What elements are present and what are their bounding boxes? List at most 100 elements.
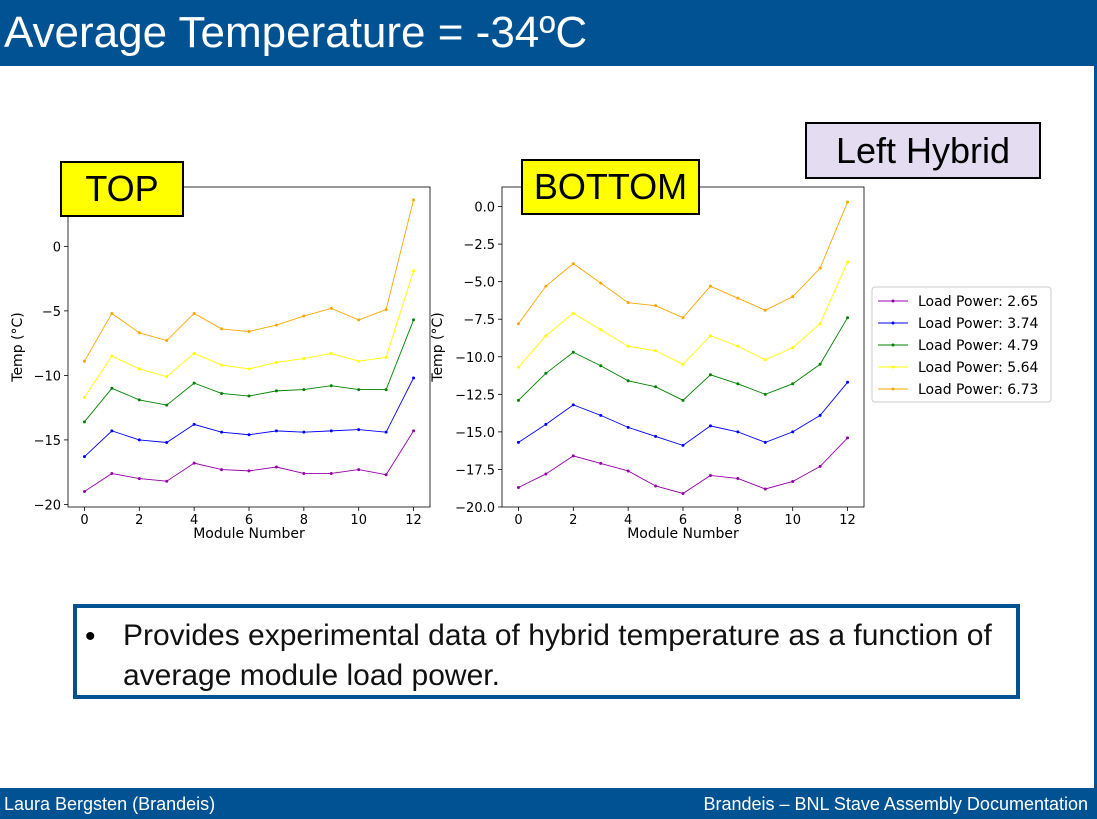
data-point	[516, 398, 520, 402]
data-point	[220, 327, 224, 331]
data-point	[329, 351, 333, 355]
y-tick-label: 0	[53, 240, 61, 255]
bullet-dot: •	[85, 620, 96, 653]
data-point	[82, 490, 86, 494]
series-line	[518, 201, 848, 324]
data-point	[516, 485, 520, 489]
data-point	[846, 316, 850, 320]
plot-frame	[67, 186, 431, 508]
data-point	[736, 296, 740, 300]
data-point	[626, 425, 630, 429]
data-point	[626, 301, 630, 305]
data-point	[791, 382, 795, 386]
legend-label: Load Power: 2.65	[918, 294, 1038, 310]
data-point	[736, 430, 740, 434]
legend-label: Load Power: 5.64	[918, 360, 1039, 376]
data-point	[165, 339, 169, 343]
data-point	[329, 306, 333, 310]
data-point	[708, 473, 712, 477]
data-point	[681, 316, 685, 320]
left-hybrid-label: Left Hybrid	[805, 122, 1041, 179]
data-point	[708, 334, 712, 338]
data-point	[516, 322, 520, 326]
data-point	[544, 472, 548, 476]
data-point	[82, 455, 86, 459]
x-tick-label: 0	[80, 513, 88, 528]
data-point	[302, 357, 306, 361]
data-point	[412, 376, 416, 380]
data-point	[192, 381, 196, 385]
data-point	[384, 473, 388, 477]
data-point	[818, 266, 822, 270]
legend-marker	[891, 365, 895, 369]
data-point	[571, 262, 575, 266]
data-point	[220, 391, 224, 395]
y-tick-label: −7.5	[463, 313, 495, 328]
legend-marker	[891, 321, 895, 325]
data-point	[274, 429, 278, 433]
series-line	[84, 270, 414, 398]
data-point	[82, 395, 86, 399]
data-point	[599, 461, 603, 465]
data-point	[329, 471, 333, 475]
data-point	[192, 351, 196, 355]
data-point	[846, 260, 850, 264]
data-point	[846, 200, 850, 204]
data-point	[708, 424, 712, 428]
data-point	[681, 398, 685, 402]
x-axis-label: Module Number	[627, 526, 739, 542]
bullet-box: • Provides experimental data of hybrid t…	[73, 604, 1020, 699]
y-tick-label: 0.0	[474, 201, 495, 216]
data-point	[599, 328, 603, 332]
y-axis-label: Temp (°C)	[10, 312, 26, 382]
data-point	[846, 380, 850, 384]
data-point	[412, 318, 416, 322]
y-tick-label: −15	[34, 434, 61, 449]
plot-frame	[501, 186, 865, 508]
data-point	[681, 362, 685, 366]
y-tick-label: −15.0	[455, 426, 495, 441]
legend-box	[871, 286, 1052, 403]
x-tick-label: 12	[839, 513, 856, 528]
y-tick-label: −2.5	[463, 238, 495, 253]
data-point	[357, 388, 361, 392]
data-point	[274, 465, 278, 469]
legend-label: Load Power: 4.79	[918, 338, 1038, 354]
data-point	[654, 484, 658, 488]
y-axis-label: Temp (°C)	[430, 312, 446, 382]
data-point	[544, 284, 548, 288]
y-tick-label: −20	[34, 498, 61, 513]
data-point	[544, 422, 548, 426]
data-point	[192, 422, 196, 426]
x-tick-label: 2	[569, 513, 577, 528]
data-point	[818, 322, 822, 326]
data-point	[791, 479, 795, 483]
x-tick-label: 8	[300, 513, 308, 528]
data-point	[736, 476, 740, 480]
legend-marker	[891, 343, 895, 347]
bottom-label: BOTTOM	[521, 159, 700, 215]
data-point	[818, 362, 822, 366]
data-point	[165, 375, 169, 379]
data-point	[302, 388, 306, 392]
data-point	[544, 371, 548, 375]
data-point	[599, 281, 603, 285]
data-point	[274, 323, 278, 327]
data-point	[626, 469, 630, 473]
data-point	[681, 443, 685, 447]
data-point	[165, 403, 169, 407]
data-point	[302, 314, 306, 318]
data-point	[302, 471, 306, 475]
slide-title: Average Temperature = -34ºC	[4, 8, 588, 57]
data-point	[736, 382, 740, 386]
data-point	[708, 284, 712, 288]
data-point	[412, 269, 416, 273]
data-point	[544, 334, 548, 338]
data-point	[763, 440, 767, 444]
data-point	[110, 311, 114, 315]
data-point	[329, 429, 333, 433]
series-line	[84, 319, 414, 423]
data-point	[192, 311, 196, 315]
data-point	[274, 389, 278, 393]
